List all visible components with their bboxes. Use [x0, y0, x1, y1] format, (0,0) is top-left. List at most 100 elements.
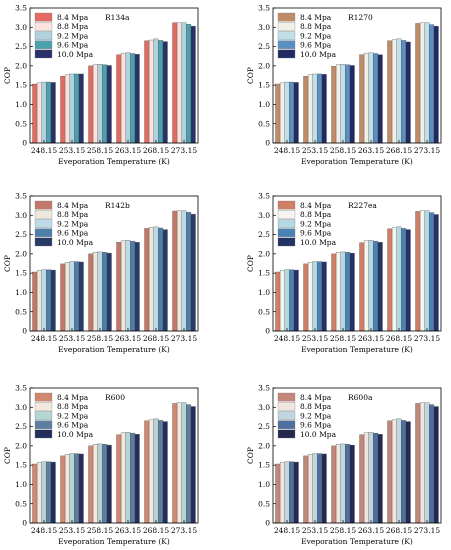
legend-label: 10.0 Mpa [300, 430, 337, 439]
bar [284, 461, 290, 524]
bar [134, 434, 140, 524]
bar [176, 22, 182, 144]
y-tick-label: 2.5 [15, 422, 27, 431]
legend-swatch [277, 228, 296, 237]
legend-swatch [277, 12, 296, 22]
x-axis-label: Eveporation Temperature (K) [301, 345, 413, 354]
y-tick-label: 1.0 [258, 288, 270, 297]
y-tick-label: 0.5 [15, 307, 27, 316]
legend-label: 8.8 Mpa [57, 402, 89, 411]
y-tick-label: 0.5 [258, 499, 270, 508]
bar [172, 210, 178, 332]
legend-swatch [277, 40, 296, 49]
x-tick-label: 258.15 [330, 526, 356, 535]
y-tick-label: 3.5 [258, 384, 270, 393]
bar [396, 38, 402, 144]
bar [69, 453, 75, 524]
legend-label: 9.2 Mpa [300, 31, 332, 40]
bar [415, 23, 421, 144]
x-axis-label: Eveporation Temperature (K) [58, 345, 170, 354]
bar [289, 269, 295, 332]
bar [284, 81, 290, 144]
bar [130, 432, 136, 524]
bar [36, 270, 42, 332]
legend-label: 10.0 Mpa [57, 238, 94, 247]
legend-label: 9.6 Mpa [57, 421, 89, 430]
bar [46, 81, 52, 144]
bar [134, 54, 140, 144]
bar [387, 228, 393, 332]
bar [32, 271, 38, 332]
bar [50, 82, 56, 144]
y-tick-label: 1.5 [258, 461, 270, 470]
plot-frame [29, 387, 199, 524]
bar [396, 226, 402, 332]
bar [331, 66, 337, 144]
y-tick-label: 3.0 [15, 23, 27, 32]
bar [279, 270, 285, 332]
bar [335, 444, 341, 524]
bar [190, 213, 196, 332]
y-tick-label: 0.5 [15, 499, 27, 508]
legend-label: 9.2 Mpa [57, 219, 89, 228]
x-tick-label: 248.15 [274, 334, 300, 343]
bar [186, 24, 192, 144]
bar [415, 403, 421, 524]
bar [312, 261, 318, 332]
bar [373, 240, 379, 332]
bar [153, 38, 159, 144]
bar [176, 210, 182, 332]
x-axis-label: Eveporation Temperature (K) [58, 157, 170, 166]
legend-label: 8.8 Mpa [300, 402, 332, 411]
legend-swatch [34, 429, 53, 439]
x-axis-label: Eveporation Temperature (K) [301, 537, 413, 546]
bar [373, 432, 379, 524]
y-tick-label: 3.0 [15, 403, 27, 412]
legend-swatch [34, 40, 53, 49]
bar [148, 39, 154, 144]
bar [78, 261, 84, 332]
y-tick-label: 0.5 [258, 307, 270, 316]
bar [279, 462, 285, 524]
panel-refrigerant-label: R227ea [348, 201, 377, 210]
bar [391, 39, 397, 144]
y-tick-label: 2.5 [258, 42, 270, 51]
x-tick-label: 263.15 [115, 334, 141, 343]
y-tick-label: 2.5 [15, 230, 27, 239]
x-tick-label: 268.15 [143, 526, 169, 535]
bar [74, 453, 80, 524]
legend-label: 8.4 Mpa [300, 393, 332, 402]
bar [64, 262, 70, 332]
y-tick-label: 2.0 [258, 61, 270, 70]
legend-swatch [277, 429, 296, 439]
y-axis-label: COP [246, 255, 255, 272]
y-tick-label: 1.0 [15, 288, 27, 297]
bar [181, 22, 187, 144]
y-axis-label: COP [3, 67, 12, 84]
bar [181, 402, 187, 524]
y-tick-label: 0 [265, 519, 270, 528]
legend-label: 8.8 Mpa [57, 22, 89, 31]
bar [377, 242, 383, 332]
y-tick-label: 1.5 [15, 81, 27, 90]
bar [433, 25, 439, 144]
legend-swatch [277, 237, 296, 247]
x-tick-label: 258.15 [87, 146, 113, 155]
bar [368, 52, 374, 144]
bar [186, 404, 192, 524]
x-tick-label: 268.15 [143, 146, 169, 155]
bar [321, 74, 327, 144]
x-tick-label: 263.15 [115, 526, 141, 535]
x-tick-label: 263.15 [358, 334, 384, 343]
x-tick-label: 248.15 [274, 526, 300, 535]
bar [172, 22, 178, 144]
bar [307, 74, 313, 144]
bar [401, 228, 407, 332]
panel-refrigerant-label: R600a [348, 393, 373, 402]
y-tick-label: 0 [265, 327, 270, 336]
bar [102, 252, 108, 332]
bar [60, 76, 66, 144]
x-tick-label: 273.15 [414, 334, 440, 343]
bar [46, 269, 52, 332]
y-tick-label: 1.5 [258, 269, 270, 278]
